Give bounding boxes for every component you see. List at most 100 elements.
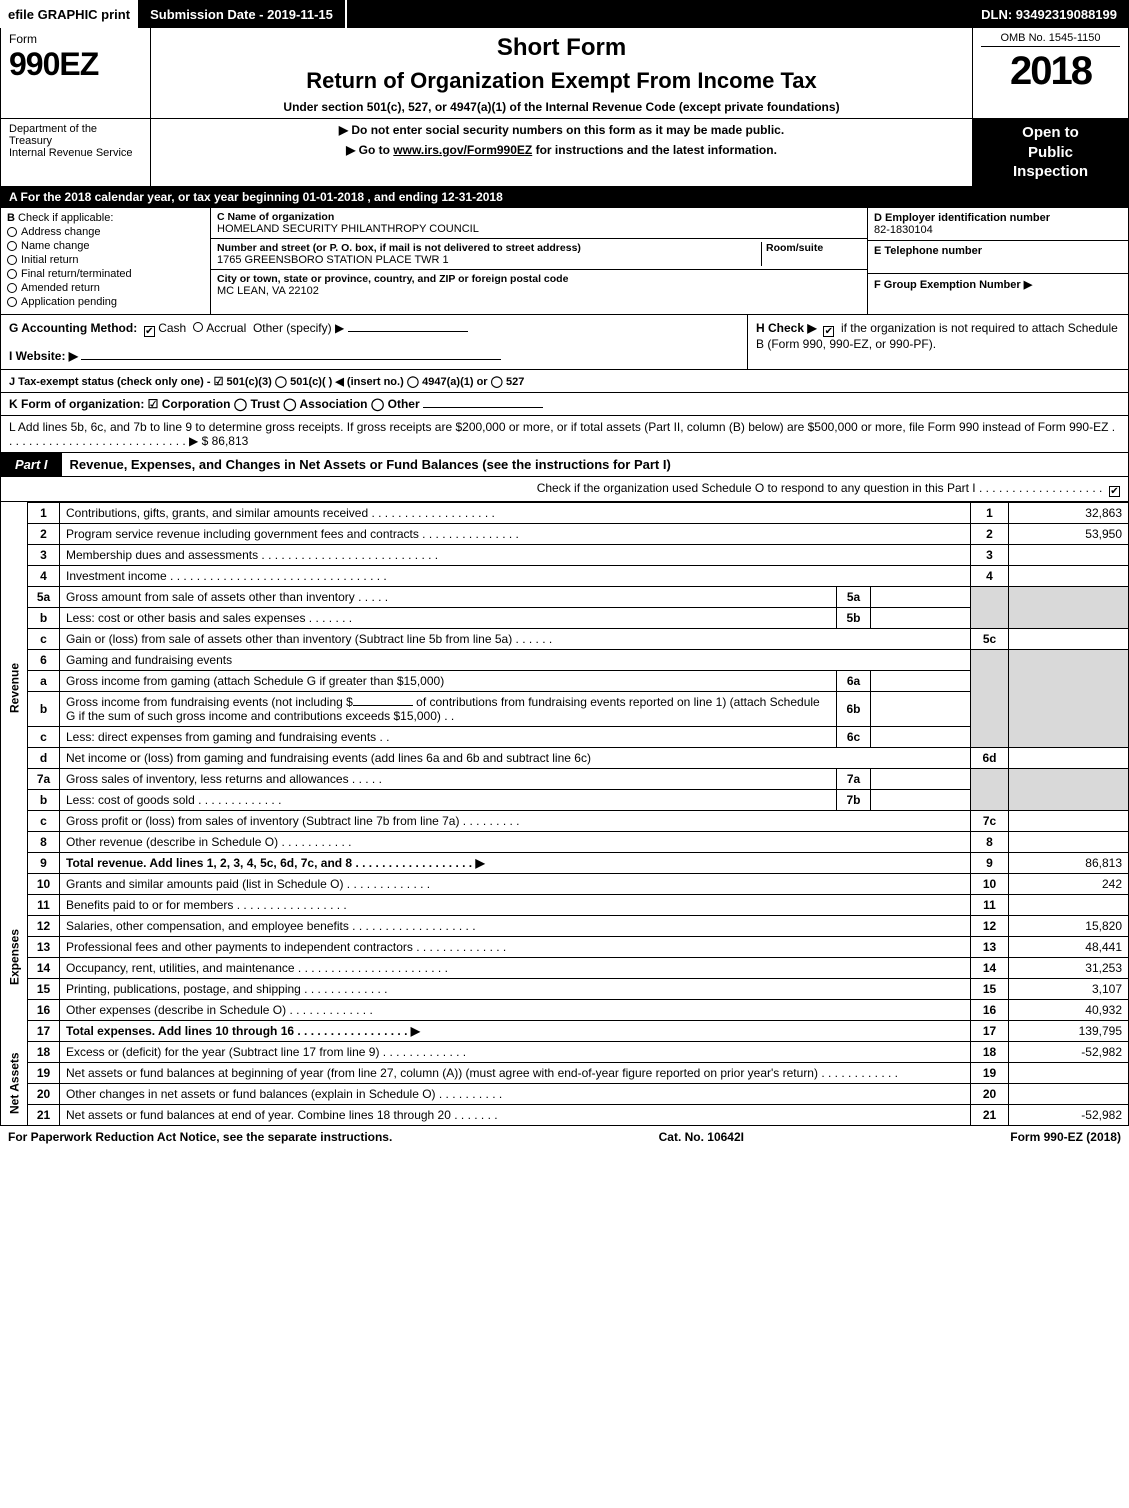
circle-icon[interactable] (193, 322, 203, 332)
tip2-pre: ▶ Go to (346, 143, 393, 157)
line-desc: Contributions, gifts, grants, and simila… (60, 502, 971, 523)
form-word: Form (9, 32, 142, 46)
ref-num: 8 (971, 831, 1009, 852)
other-blank[interactable] (348, 331, 468, 332)
h-cell: H Check ▶ if the organization is not req… (748, 315, 1128, 369)
table-row: 13 Professional fees and other payments … (1, 936, 1129, 957)
section-d: D Employer identification number 82-1830… (868, 208, 1128, 314)
line-desc: Other expenses (describe in Schedule O) … (60, 999, 971, 1020)
website-blank[interactable] (81, 359, 501, 360)
tip-1: ▶ Do not enter social security numbers o… (159, 123, 964, 137)
line-desc: Net assets or fund balances at beginning… (60, 1062, 971, 1083)
part1-title: Revenue, Expenses, and Changes in Net As… (62, 453, 1128, 476)
check-name[interactable]: Name change (7, 240, 204, 252)
addr-label: Number and street (or P. O. box, if mail… (217, 242, 761, 254)
line-desc: Professional fees and other payments to … (60, 936, 971, 957)
line-val (1009, 1062, 1129, 1083)
part1-table: Revenue 1 Contributions, gifts, grants, … (0, 502, 1129, 1126)
line-num: 14 (28, 957, 60, 978)
k-blank[interactable] (423, 407, 543, 408)
check-amended[interactable]: Amended return (7, 282, 204, 294)
line-desc: Less: direct expenses from gaming and fu… (60, 726, 837, 747)
line-num: 11 (28, 894, 60, 915)
table-row: 4 Investment income . . . . . . . . . . … (1, 565, 1129, 586)
line-desc: Excess or (deficit) for the year (Subtra… (60, 1041, 971, 1062)
circle-icon (7, 241, 17, 251)
line-desc: Gross amount from sale of assets other t… (60, 586, 837, 607)
table-row: 3 Membership dues and assessments . . . … (1, 544, 1129, 565)
ref-num: 5c (971, 628, 1009, 649)
line-num: 10 (28, 873, 60, 894)
line-num: 1 (28, 502, 60, 523)
ref-num: 21 (971, 1104, 1009, 1125)
phone-label: E Telephone number (874, 245, 1122, 257)
line-desc: Grants and similar amounts paid (list in… (60, 873, 971, 894)
checkbox-h[interactable] (823, 326, 834, 337)
gh-row: G Accounting Method: Cash Accrual Other … (0, 315, 1129, 370)
part1-tab: Part I (1, 453, 62, 476)
line-desc: Gaming and fundraising events (60, 649, 971, 670)
ref-num: 20 (971, 1083, 1009, 1104)
check-pending[interactable]: Application pending (7, 296, 204, 308)
circle-icon (7, 227, 17, 237)
city-row: City or town, state or province, country… (211, 270, 867, 300)
table-row: Net Assets 18 Excess or (deficit) for th… (1, 1041, 1129, 1062)
table-row: 15 Printing, publications, postage, and … (1, 978, 1129, 999)
table-row: d Net income or (loss) from gaming and f… (1, 747, 1129, 768)
open-inspection: Open to Public Inspection (973, 119, 1128, 186)
line-desc: Gross income from gaming (attach Schedul… (60, 670, 837, 691)
line-val (1009, 747, 1129, 768)
form-title: Return of Organization Exempt From Incom… (159, 68, 964, 94)
line-val: 86,813 (1009, 852, 1129, 873)
irs-link[interactable]: www.irs.gov/Form990EZ (393, 143, 532, 157)
check-initial[interactable]: Initial return (7, 254, 204, 266)
sub-ref: 7b (837, 789, 871, 810)
tip2-post: for instructions and the latest informat… (532, 143, 777, 157)
line-val (1009, 544, 1129, 565)
shade-cell (1009, 649, 1129, 747)
line-num: 6 (28, 649, 60, 670)
line-num: 19 (28, 1062, 60, 1083)
short-form: Short Form (159, 34, 964, 62)
shade-cell (971, 586, 1009, 628)
subheader: Department of the Treasury Internal Reve… (0, 119, 1129, 187)
omb-number: OMB No. 1545-1150 (981, 32, 1120, 47)
check-final[interactable]: Final return/terminated (7, 268, 204, 280)
table-row: a Gross income from gaming (attach Sched… (1, 670, 1129, 691)
line-num: b (28, 789, 60, 810)
line-num: 15 (28, 978, 60, 999)
checkbox-part1[interactable] (1109, 486, 1120, 497)
open-3: Inspection (981, 162, 1120, 182)
line-desc: Membership dues and assessments . . . . … (60, 544, 971, 565)
check-label: Amended return (21, 282, 100, 294)
sub-val (871, 726, 971, 747)
line-desc: Program service revenue including govern… (60, 523, 971, 544)
phone-row: E Telephone number (868, 241, 1128, 274)
side-expenses: Expenses (1, 873, 28, 1041)
k-row: K Form of organization: ☑ Corporation ◯ … (0, 393, 1129, 416)
circle-icon (7, 269, 17, 279)
line-desc: Net assets or fund balances at end of ye… (60, 1104, 971, 1125)
table-row: 20 Other changes in net assets or fund b… (1, 1083, 1129, 1104)
submission-date: Submission Date - 2019-11-15 (138, 0, 347, 28)
table-row: 16 Other expenses (describe in Schedule … (1, 999, 1129, 1020)
check-label: Application pending (21, 296, 117, 308)
line-num: 3 (28, 544, 60, 565)
check-label: Address change (21, 226, 101, 238)
dept-2: Internal Revenue Service (9, 147, 142, 159)
i-label: I Website: ▶ (9, 349, 78, 363)
line-num: 5a (28, 586, 60, 607)
line-num: b (28, 691, 60, 726)
line-val (1009, 831, 1129, 852)
table-row: c Less: direct expenses from gaming and … (1, 726, 1129, 747)
sub-ref: 6c (837, 726, 871, 747)
other-label: Other (specify) ▶ (253, 321, 344, 335)
checkbox-cash[interactable] (144, 326, 155, 337)
line-num: c (28, 726, 60, 747)
l-row: L Add lines 5b, 6c, and 7b to line 9 to … (0, 416, 1129, 453)
tip-2: ▶ Go to www.irs.gov/Form990EZ for instru… (159, 143, 964, 157)
dept-cell: Department of the Treasury Internal Reve… (1, 119, 151, 186)
line-num: 9 (28, 852, 60, 873)
check-address[interactable]: Address change (7, 226, 204, 238)
l6b-blank[interactable] (353, 705, 413, 706)
